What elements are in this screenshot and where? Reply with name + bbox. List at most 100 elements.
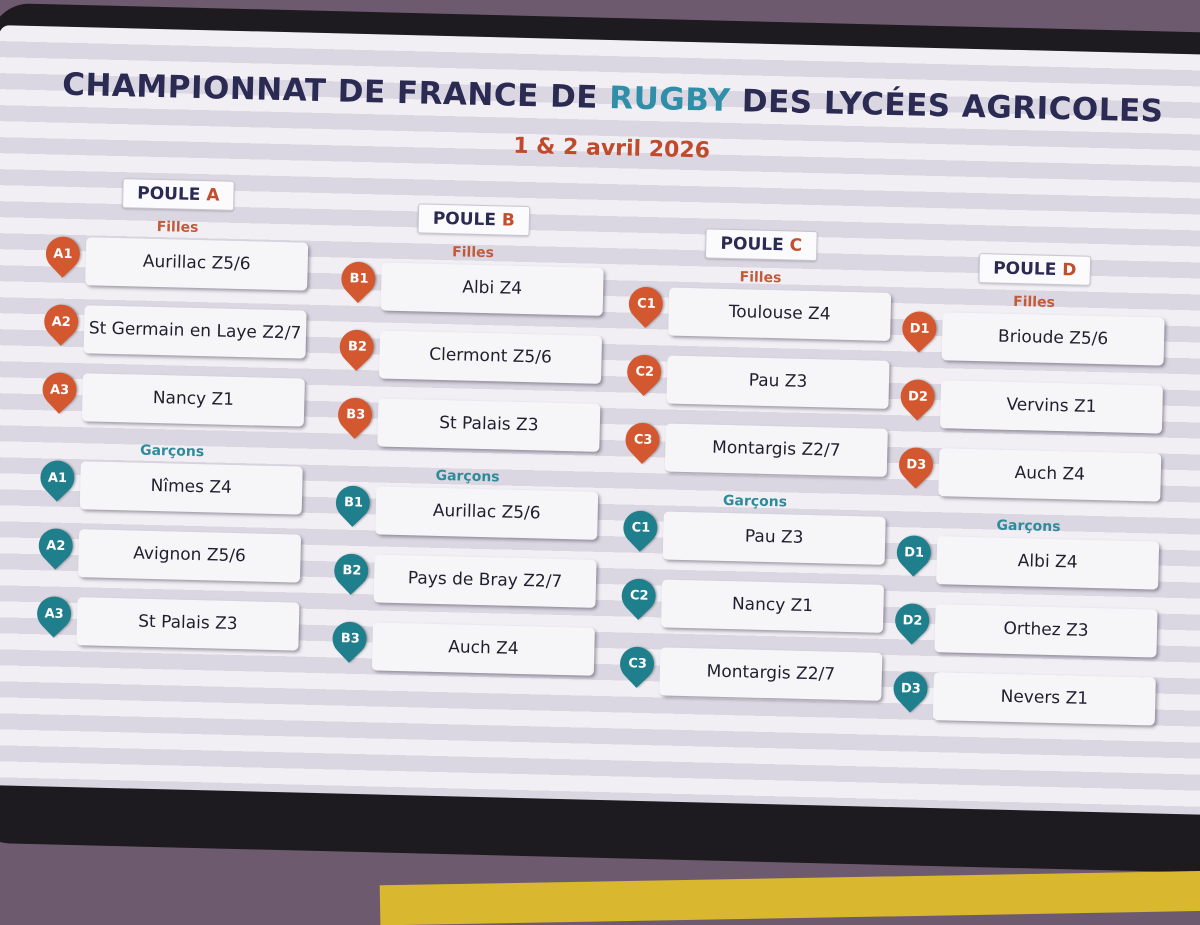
pin-code: B1 xyxy=(348,271,369,287)
location-pin-icon: C1 xyxy=(616,503,665,552)
location-pin-icon: D1 xyxy=(889,528,938,577)
girls-label: Filles xyxy=(451,244,495,262)
list-item: D2 Orthez Z3 xyxy=(888,596,1158,661)
location-pin-icon: D2 xyxy=(888,596,937,645)
team-cell: Aurillac Z5/6 xyxy=(375,486,599,540)
team-cell: Auch Z4 xyxy=(938,448,1162,502)
pin-code: B2 xyxy=(341,563,361,579)
location-pin-icon: D3 xyxy=(891,440,941,489)
pin-code: A3 xyxy=(44,605,64,622)
pin-code: D2 xyxy=(902,612,923,629)
pin-code: A2 xyxy=(46,537,66,554)
location-pin-icon: B2 xyxy=(332,322,381,371)
location-pin-icon: B2 xyxy=(327,546,376,595)
location-pin-icon: C3 xyxy=(618,415,667,464)
location-pin-icon: D1 xyxy=(895,304,944,353)
list-item: C2 Nancy Z1 xyxy=(614,571,885,636)
team-cell: Albi Z4 xyxy=(380,262,604,316)
location-pin-icon: B3 xyxy=(331,390,380,439)
poule-header: POULE D xyxy=(978,253,1092,286)
list-item: D1 Albi Z4 xyxy=(889,528,1160,593)
pin-code: D3 xyxy=(900,680,921,697)
team-cell: Auch Z4 xyxy=(371,622,595,676)
poule-label: POULE xyxy=(432,208,497,231)
pin-code: D1 xyxy=(903,544,924,561)
list-item: B3 St Palais Z3 xyxy=(331,390,601,455)
pin-code: A3 xyxy=(49,381,70,398)
list-item: D3 Auch Z4 xyxy=(891,440,1162,505)
poule-header: POULE C xyxy=(704,228,818,262)
team-cell: St Palais Z3 xyxy=(377,398,601,452)
event-date: 1 & 2 avril 2026 xyxy=(512,133,711,164)
list-item: B2 Clermont Z5/6 xyxy=(332,322,603,388)
list-item: A2 St Germain en Laye Z2/7 xyxy=(37,297,307,362)
poule-letter: C xyxy=(789,235,803,256)
pin-code: C3 xyxy=(633,432,653,448)
girls-label: Filles xyxy=(1012,293,1056,311)
team-cell: Nîmes Z4 xyxy=(79,461,303,515)
team-cell: Montargis Z2/7 xyxy=(664,423,888,477)
team-cell: Pau Z3 xyxy=(662,511,886,565)
list-item: A2 Avignon Z5/6 xyxy=(31,521,302,586)
team-cell: Nevers Z1 xyxy=(932,672,1156,726)
pin-code: C1 xyxy=(636,296,656,312)
team-cell: Nancy Z1 xyxy=(660,579,885,633)
presentation-screen: CHAMPIONNAT DE FRANCE DE RUGBY DES LYCÉE… xyxy=(0,25,1200,815)
pin-code: D3 xyxy=(905,456,927,473)
title-part-2: DES LYCÉES AGRICOLES xyxy=(730,82,1164,130)
girls-label: Filles xyxy=(156,218,199,237)
list-item: C1 Toulouse Z4 xyxy=(621,279,892,345)
location-pin-icon: C1 xyxy=(621,279,670,328)
team-cell: Avignon Z5/6 xyxy=(78,529,302,583)
boys-label: Garçons xyxy=(435,467,500,486)
stage-edge xyxy=(379,870,1200,925)
location-pin-icon: D2 xyxy=(893,372,942,421)
poule-label: POULE xyxy=(720,233,784,256)
pin-code: B3 xyxy=(339,631,360,647)
list-item: B3 Auch Z4 xyxy=(325,614,595,679)
team-cell: Pau Z3 xyxy=(666,355,890,409)
poule-header: POULE B xyxy=(417,203,531,237)
team-cell: Vervins Z1 xyxy=(939,380,1164,434)
poule-a: POULE A Filles A1 Aurillac Z5/6 A2 St Germ… xyxy=(30,176,310,670)
poule-header: POULE A xyxy=(122,178,235,211)
list-item: C1 Pau Z3 xyxy=(616,503,886,568)
pin-code: B3 xyxy=(345,407,365,423)
list-item: C3 Montargis Z2/7 xyxy=(613,639,883,704)
list-item: C3 Montargis Z2/7 xyxy=(618,415,888,481)
boys-label: Garçons xyxy=(139,442,205,461)
location-pin-icon: A2 xyxy=(31,521,80,570)
team-cell: Albi Z4 xyxy=(936,536,1160,590)
location-pin-icon: A2 xyxy=(37,297,86,346)
list-item: A1 Aurillac Z5/6 xyxy=(38,229,309,294)
location-pin-icon: C2 xyxy=(614,571,663,620)
list-item: A3 Nancy Z1 xyxy=(35,365,305,430)
team-cell: Pays de Bray Z2/7 xyxy=(373,554,597,608)
poule-b: POULE B Filles B1 Albi Z4 B2 Clermont Z5/6… xyxy=(325,202,605,696)
list-item: B2 Pays de Bray Z2/7 xyxy=(327,546,597,611)
list-item: B1 Albi Z4 xyxy=(334,254,604,320)
team-cell: Montargis Z2/7 xyxy=(659,647,883,701)
pin-code: C2 xyxy=(634,364,654,380)
poule-label: POULE xyxy=(992,258,1057,280)
boys-label: Garçons xyxy=(996,517,1061,536)
location-pin-icon: B1 xyxy=(328,478,377,527)
pin-code: C1 xyxy=(630,520,650,536)
location-pin-icon: D3 xyxy=(886,664,935,713)
list-item: C2 Pau Z3 xyxy=(620,347,890,413)
title-accent: RUGBY xyxy=(608,80,732,119)
poule-d: POULE D Filles D1 Brioude Z5/6 D2 Vervins … xyxy=(886,251,1166,745)
title-part-1: CHAMPIONNAT DE FRANCE DE xyxy=(61,66,610,117)
list-item: D3 Nevers Z1 xyxy=(886,664,1156,729)
list-item: D2 Vervins Z1 xyxy=(893,372,1164,437)
list-item: A1 Nîmes Z4 xyxy=(33,453,303,518)
location-pin-icon: C2 xyxy=(620,347,669,396)
location-pin-icon: B3 xyxy=(325,614,374,663)
team-cell: Nancy Z1 xyxy=(81,373,305,427)
location-pin-icon: A1 xyxy=(33,453,82,502)
team-cell: St Germain en Laye Z2/7 xyxy=(83,305,307,359)
poule-letter: D xyxy=(1062,260,1077,281)
location-pin-icon: A3 xyxy=(35,365,84,414)
pin-code: A1 xyxy=(47,469,68,486)
list-item: D1 Brioude Z5/6 xyxy=(895,304,1165,369)
